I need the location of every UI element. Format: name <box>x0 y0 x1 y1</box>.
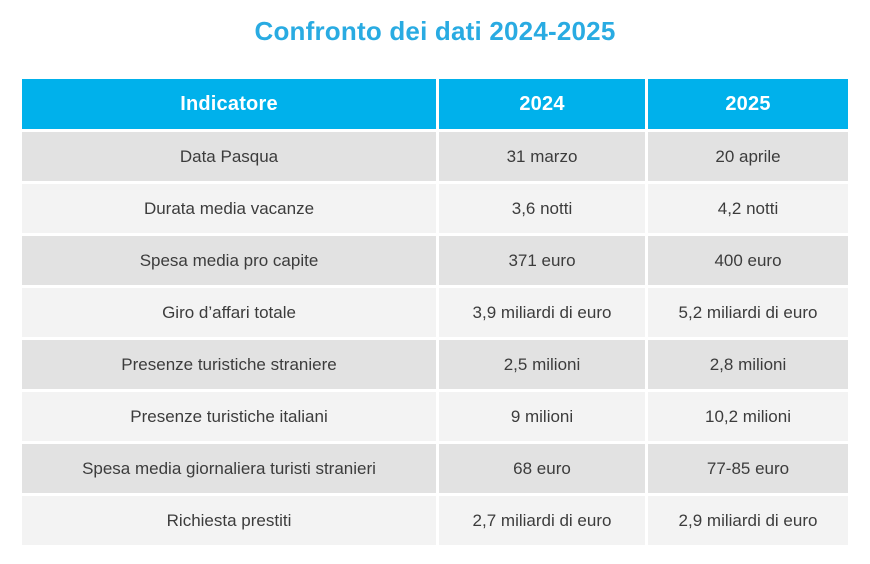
row-value-2024: 9 milioni <box>439 392 645 441</box>
comparison-table: Indicatore 2024 2025 Data Pasqua 31 marz… <box>22 79 848 545</box>
row-value-2025: 77-85 euro <box>648 444 848 493</box>
row-label: Richiesta prestiti <box>22 496 436 545</box>
row-value-2024: 31 marzo <box>439 132 645 181</box>
page-title: Confronto dei dati 2024-2025 <box>254 16 616 46</box>
row-value-2024: 3,6 notti <box>439 184 645 233</box>
row-value-2025: 10,2 milioni <box>648 392 848 441</box>
row-label: Spesa media giornaliera turisti stranier… <box>22 444 436 493</box>
row-value-2024: 2,7 miliardi di euro <box>439 496 645 545</box>
header-cell-indicator: Indicatore <box>22 79 436 129</box>
row-label: Giro d’affari totale <box>22 288 436 337</box>
header-cell-2024: 2024 <box>439 79 645 129</box>
row-label: Presenze turistiche italiani <box>22 392 436 441</box>
row-value-2025: 400 euro <box>648 236 848 285</box>
row-value-2025: 4,2 notti <box>648 184 848 233</box>
row-value-2024: 3,9 miliardi di euro <box>439 288 645 337</box>
row-value-2024: 2,5 milioni <box>439 340 645 389</box>
header-cell-2025: 2025 <box>648 79 848 129</box>
row-label: Durata media vacanze <box>22 184 436 233</box>
row-value-2025: 20 aprile <box>648 132 848 181</box>
row-value-2025: 5,2 miliardi di euro <box>648 288 848 337</box>
row-label: Data Pasqua <box>22 132 436 181</box>
row-label: Presenze turistiche straniere <box>22 340 436 389</box>
row-value-2024: 371 euro <box>439 236 645 285</box>
row-label: Spesa media pro capite <box>22 236 436 285</box>
row-value-2025: 2,8 milioni <box>648 340 848 389</box>
row-value-2025: 2,9 miliardi di euro <box>648 496 848 545</box>
row-value-2024: 68 euro <box>439 444 645 493</box>
